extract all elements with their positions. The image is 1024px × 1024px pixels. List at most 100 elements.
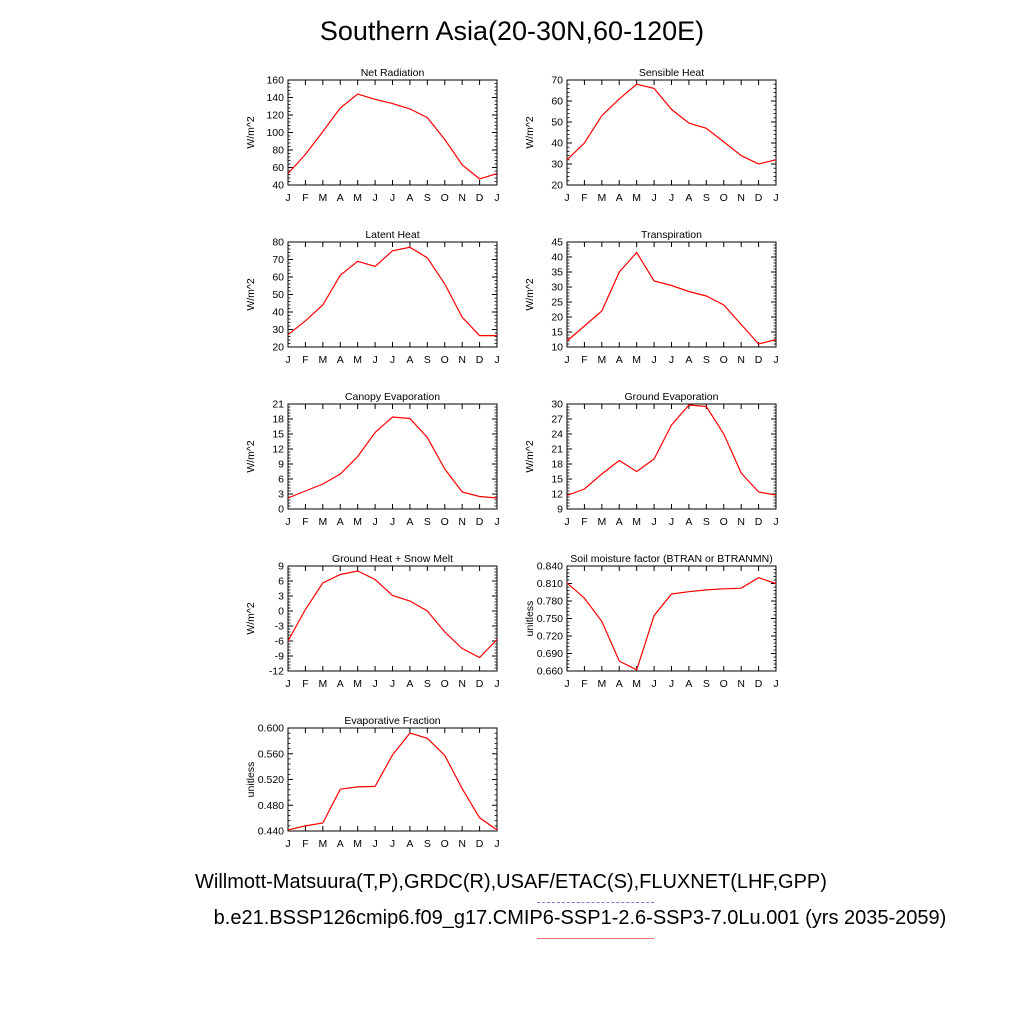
y-tick-label: 0.480 bbox=[258, 800, 284, 812]
y-axis-label: W/m^2 bbox=[524, 440, 536, 473]
plot-frame bbox=[287, 241, 498, 348]
x-tick-label: N bbox=[458, 838, 466, 850]
y-tick-label: 40 bbox=[272, 180, 284, 192]
model-legend-line bbox=[537, 938, 654, 939]
x-tick-label: J bbox=[390, 354, 395, 366]
x-tick-label: N bbox=[458, 192, 466, 204]
y-tick-label: -3 bbox=[275, 621, 284, 633]
x-tick-label: A bbox=[685, 516, 692, 528]
x-tick-label: A bbox=[685, 192, 692, 204]
x-tick-label: J bbox=[494, 838, 499, 850]
panel-title: Transpiration bbox=[641, 229, 702, 241]
x-tick-label: M bbox=[632, 678, 641, 690]
x-tick-label: M bbox=[318, 354, 327, 366]
x-tick-label: D bbox=[755, 516, 763, 528]
x-tick-label: F bbox=[302, 354, 308, 366]
x-tick-label: J bbox=[285, 354, 290, 366]
y-tick-label: 24 bbox=[551, 429, 563, 441]
x-tick-label: J bbox=[773, 354, 778, 366]
x-tick-label: A bbox=[337, 678, 344, 690]
x-tick-label: J bbox=[372, 354, 377, 366]
x-tick-label: A bbox=[616, 192, 623, 204]
x-tick-label: F bbox=[302, 838, 308, 850]
y-tick-label: 21 bbox=[272, 399, 284, 411]
y-axis-label: W/m^2 bbox=[245, 602, 257, 635]
x-tick-label: M bbox=[353, 516, 362, 528]
x-tick-label: S bbox=[703, 354, 710, 366]
y-tick-label: 45 bbox=[551, 237, 563, 249]
x-tick-label: J bbox=[564, 678, 569, 690]
y-tick-label: 50 bbox=[551, 117, 563, 129]
x-tick-label: J bbox=[651, 354, 656, 366]
main-title: Southern Asia(20-30N,60-120E) bbox=[319, 16, 705, 46]
x-tick-label: J bbox=[773, 516, 778, 528]
x-tick-label: J bbox=[669, 192, 674, 204]
y-tick-label: 60 bbox=[272, 272, 284, 284]
x-tick-label: O bbox=[720, 678, 728, 690]
x-tick-label: J bbox=[651, 192, 656, 204]
x-tick-label: A bbox=[406, 678, 413, 690]
y-tick-label: 12 bbox=[551, 489, 563, 501]
x-tick-label: N bbox=[458, 516, 466, 528]
x-tick-label: J bbox=[773, 678, 778, 690]
x-tick-label: M bbox=[597, 678, 606, 690]
x-tick-label: F bbox=[302, 516, 308, 528]
x-tick-label: J bbox=[564, 516, 569, 528]
x-tick-label: J bbox=[285, 678, 290, 690]
x-tick-label: A bbox=[616, 678, 623, 690]
y-tick-label: 3 bbox=[278, 591, 284, 603]
y-tick-label: 0.780 bbox=[537, 596, 563, 608]
y-tick-label: 25 bbox=[551, 297, 563, 309]
x-tick-label: D bbox=[755, 192, 763, 204]
y-tick-label: 30 bbox=[551, 399, 563, 411]
y-tick-label: 9 bbox=[557, 504, 563, 516]
x-tick-label: N bbox=[737, 192, 745, 204]
x-tick-label: M bbox=[353, 678, 362, 690]
x-tick-label: O bbox=[720, 516, 728, 528]
x-tick-label: M bbox=[318, 838, 327, 850]
x-tick-label: S bbox=[703, 192, 710, 204]
plot-frame bbox=[566, 565, 777, 672]
x-tick-label: S bbox=[424, 678, 431, 690]
y-tick-label: 80 bbox=[272, 237, 284, 249]
y-tick-label: 0.690 bbox=[537, 648, 563, 660]
model-case-caption: b.e21.BSSP126cmip6.f09_g17.CMIP6-SSP1-2.… bbox=[213, 907, 947, 929]
series-line bbox=[287, 570, 498, 659]
series-line bbox=[287, 93, 498, 180]
x-tick-label: D bbox=[476, 354, 484, 366]
x-tick-label: J bbox=[390, 192, 395, 204]
series-line bbox=[566, 404, 777, 497]
y-axis-label: W/m^2 bbox=[245, 440, 257, 473]
x-tick-label: A bbox=[337, 192, 344, 204]
x-tick-label: D bbox=[476, 192, 484, 204]
x-tick-label: J bbox=[494, 516, 499, 528]
x-tick-label: D bbox=[476, 516, 484, 528]
x-tick-label: F bbox=[302, 678, 308, 690]
plot-frame bbox=[566, 403, 777, 510]
x-tick-label: F bbox=[302, 192, 308, 204]
x-tick-label: N bbox=[737, 678, 745, 690]
x-tick-label: J bbox=[669, 678, 674, 690]
x-tick-label: J bbox=[651, 516, 656, 528]
y-tick-label: 15 bbox=[551, 327, 563, 339]
y-tick-label: -9 bbox=[275, 651, 284, 663]
y-tick-label: 9 bbox=[278, 459, 284, 471]
y-tick-label: 30 bbox=[551, 159, 563, 171]
y-tick-label: 18 bbox=[551, 459, 563, 471]
x-tick-label: M bbox=[632, 192, 641, 204]
y-tick-label: 70 bbox=[272, 254, 284, 266]
x-tick-label: N bbox=[458, 678, 466, 690]
y-tick-label: 0.810 bbox=[537, 578, 563, 590]
y-tick-label: 6 bbox=[278, 576, 284, 588]
plot-frame bbox=[287, 79, 498, 186]
panel-title: Sensible Heat bbox=[639, 67, 704, 79]
x-tick-label: A bbox=[406, 838, 413, 850]
y-tick-label: -12 bbox=[269, 666, 284, 678]
y-tick-label: 0.750 bbox=[537, 613, 563, 625]
x-tick-label: O bbox=[720, 354, 728, 366]
x-tick-label: D bbox=[476, 678, 484, 690]
